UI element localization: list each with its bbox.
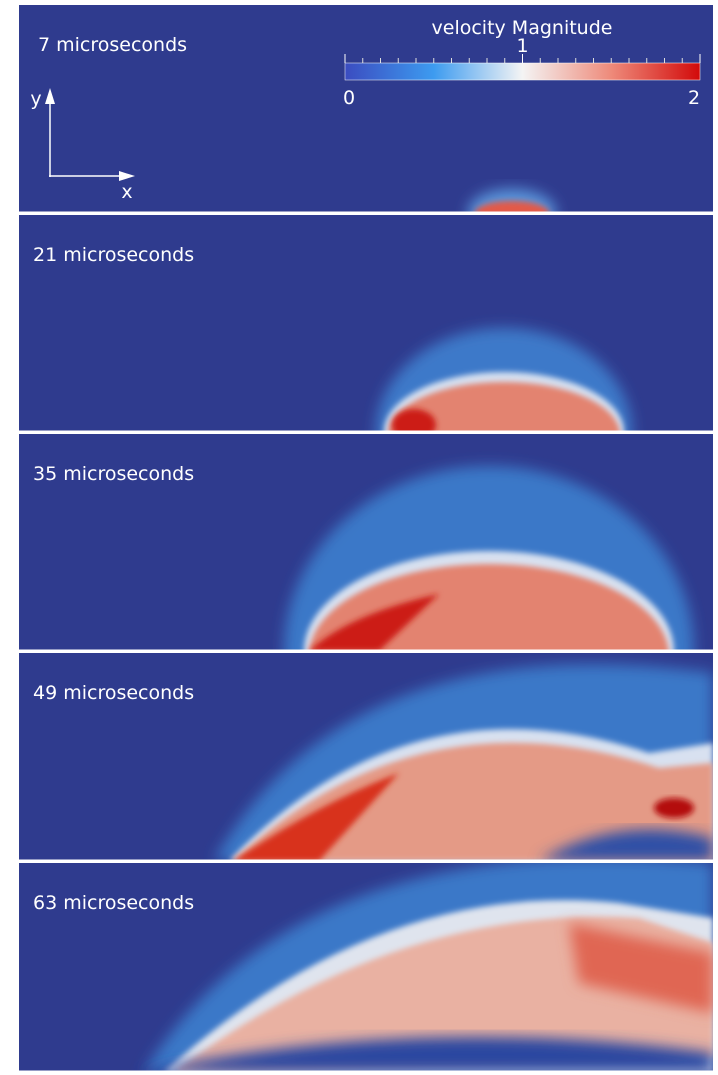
figure: 7 microseconds 21 microseconds 35 microsec… — [0, 0, 718, 1075]
y-axis-label: y — [30, 88, 41, 110]
colorbar-tick-label: 1 — [516, 35, 528, 57]
panel-label: 49 microseconds — [33, 682, 194, 704]
panel-label: 35 microseconds — [33, 463, 194, 485]
colorbar-tick-label: 0 — [343, 87, 355, 109]
panel: 49 microseconds — [19, 653, 713, 861]
panel-label: 21 microseconds — [33, 244, 194, 266]
colorbar-tick-label: 2 — [688, 87, 700, 109]
panel-label: 7 microseconds — [38, 34, 187, 56]
panel-label: 63 microseconds — [33, 892, 194, 914]
panels: 7 microseconds 21 microseconds 35 microsec… — [19, 5, 713, 1072]
colorbar — [345, 63, 700, 80]
panel: 63 microseconds — [19, 857, 713, 1072]
flow-region — [654, 798, 694, 818]
x-axis-label: x — [121, 181, 132, 203]
